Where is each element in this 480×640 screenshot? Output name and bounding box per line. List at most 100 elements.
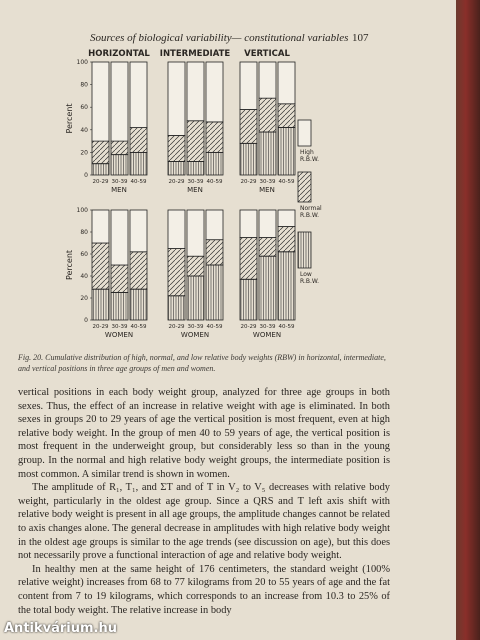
bar-segment (239, 278, 258, 321)
running-title: Sources of biological variability— const… (90, 32, 349, 44)
legend-label: R.B.W. (300, 156, 319, 163)
bar-segment (205, 61, 224, 123)
page-number: 107 (352, 32, 369, 44)
bar-segment (186, 255, 205, 277)
bar-segment (205, 151, 224, 176)
bar-segment (239, 142, 258, 176)
bar-segment (110, 61, 129, 142)
bar-segment (277, 251, 296, 321)
paragraph: vertical positions in each body weight g… (18, 387, 390, 480)
y-axis-label: Percent (65, 103, 74, 133)
bar-segment (91, 242, 110, 290)
x-tick-label: 40-59 (207, 324, 223, 330)
bar-segment (91, 61, 110, 142)
bar-segment (205, 264, 224, 321)
group-label: MEN (111, 186, 127, 194)
x-tick-label: 20-29 (241, 324, 257, 330)
bar-segment (110, 292, 129, 321)
bar-segment (129, 288, 148, 321)
bar-segment (205, 239, 224, 266)
x-tick-label: 40-59 (131, 324, 147, 330)
x-tick-label: 40-59 (279, 179, 295, 185)
bar-segment (239, 209, 258, 238)
bar-segment (239, 237, 258, 280)
watermark: Antikvárium.hu (4, 621, 117, 636)
bar-segment (167, 135, 186, 162)
bar-segment (167, 295, 186, 321)
legend-label: R.B.W. (300, 212, 319, 219)
group-label: WOMEN (105, 331, 133, 339)
bar-segment (258, 237, 277, 257)
bar-segment (205, 209, 224, 241)
x-tick-label: 40-59 (207, 179, 223, 185)
bar-segment (110, 140, 129, 156)
legend-swatch (297, 171, 312, 203)
y-tick-label: 60 (80, 251, 88, 258)
bar-segment (277, 209, 296, 227)
panel-title: HORIZONTAL (88, 49, 150, 59)
x-tick-label: 30-39 (188, 179, 204, 185)
y-tick-label: 100 (77, 59, 89, 66)
bar-segment (239, 109, 258, 144)
bar-segment (277, 103, 296, 128)
x-tick-label: 20-29 (241, 179, 257, 185)
panel-title: VERTICAL (244, 49, 290, 59)
bar-segment (91, 209, 110, 244)
legend-label: Low (300, 271, 312, 278)
x-tick-label: 30-39 (112, 324, 128, 330)
x-tick-label: 30-39 (188, 324, 204, 330)
legend-label: R.B.W. (300, 278, 319, 285)
y-tick-label: 40 (80, 273, 88, 280)
bar-segment (258, 131, 277, 176)
bar-segment (239, 61, 258, 110)
bar-segment (258, 255, 277, 321)
bar-segment (91, 140, 110, 165)
group-label: MEN (187, 186, 203, 194)
legend-label: Normal (300, 205, 322, 212)
x-tick-label: 30-39 (260, 324, 276, 330)
figure-caption: Fig. 20. Cumulative distribution of high… (18, 353, 386, 373)
y-tick-label: 0 (84, 317, 88, 324)
panel-title: INTERMEDIATE (160, 49, 231, 59)
bar-segment (167, 161, 186, 176)
y-tick-label: 40 (80, 127, 88, 134)
paragraph: The amplitude of R₁, T₁, and ΣT and of T… (18, 482, 390, 562)
bar-segment (205, 121, 224, 153)
legend-swatch (297, 119, 312, 147)
y-tick-label: 80 (80, 82, 88, 89)
bar-segment (110, 154, 129, 176)
bar-segment (110, 209, 129, 266)
bar-segment (129, 209, 148, 253)
x-tick-label: 20-29 (169, 324, 185, 330)
bar-segment (167, 248, 186, 297)
bar-segment (91, 163, 110, 176)
x-tick-label: 40-59 (279, 324, 295, 330)
bar-segment (258, 209, 277, 238)
bar-segment (129, 127, 148, 153)
bar-segment (277, 61, 296, 105)
bar-segment (277, 226, 296, 253)
bar-segment (186, 61, 205, 122)
bar-segment (277, 127, 296, 176)
legend-label: High (300, 149, 314, 156)
bar-segment (110, 264, 129, 293)
x-tick-label: 20-29 (93, 179, 109, 185)
bar-segment (186, 120, 205, 162)
body-text: vertical positions in each body weight g… (18, 386, 390, 640)
y-tick-label: 60 (80, 104, 88, 111)
x-tick-label: 30-39 (112, 179, 128, 185)
group-label: WOMEN (181, 331, 209, 339)
y-tick-label: 20 (80, 295, 88, 302)
legend-swatch (297, 231, 312, 269)
y-axis-label: Percent (65, 250, 74, 280)
bar-segment (167, 61, 186, 136)
x-tick-label: 30-39 (260, 179, 276, 185)
bar-segment (91, 288, 110, 321)
bar-segment (129, 61, 148, 128)
x-tick-label: 40-59 (131, 179, 147, 185)
bar-segment (258, 61, 277, 99)
group-label: MEN (259, 186, 275, 194)
bar-segment (129, 251, 148, 290)
